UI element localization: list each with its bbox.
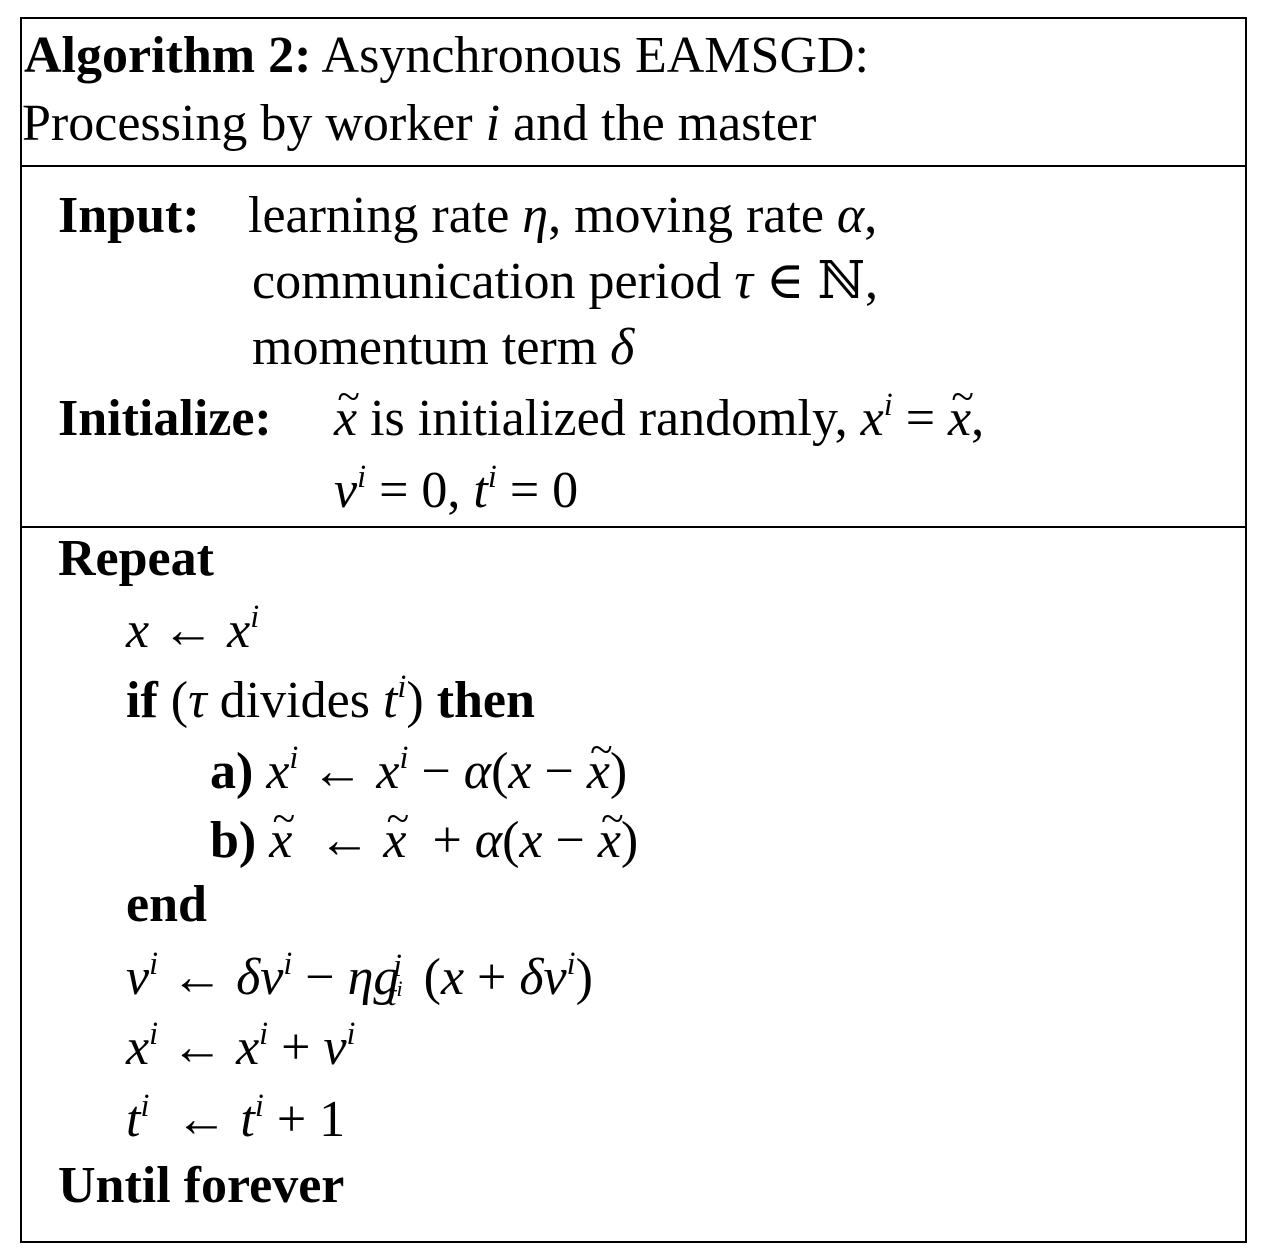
step-a-line: a) xi ← xi − α(x − x) — [210, 729, 627, 800]
divides-text: divides — [219, 672, 370, 729]
algorithm-title-line-2: Processing by worker i and the master — [22, 95, 817, 152]
input-learning-rate: learning rate η, moving rate α, — [248, 187, 878, 244]
input-label: Input: — [58, 187, 200, 244]
step-position-update: xi ← xi + vi — [126, 1015, 356, 1076]
title-divider — [20, 165, 1247, 167]
algorithm-label: Algorithm 2: — [24, 27, 312, 84]
if-condition-line: if (τ divides ti) then — [126, 668, 535, 729]
initialize-line-2: vi = 0, ti = 0 — [334, 458, 579, 519]
initialize-line-1: x is initialized randomly, xi = x, — [334, 376, 984, 445]
input-communication-period: communication period τ ∈ ℕ, — [252, 253, 878, 310]
until-forever: Until forever — [58, 1157, 345, 1214]
initialize-label-line: Initialize: — [58, 393, 272, 445]
repeat-keyword: Repeat — [58, 530, 214, 587]
end-keyword: end — [126, 876, 207, 933]
if-keyword: if — [126, 672, 158, 729]
step-a-label: a) — [210, 743, 254, 800]
header-divider — [20, 526, 1247, 528]
algorithm-box — [20, 17, 1247, 1243]
step-b-label: b) — [210, 812, 257, 869]
input-momentum-term: momentum term δ — [252, 319, 635, 376]
initialize-label: Initialize: — [58, 390, 272, 447]
step-velocity-update: vi ← δvi − ηgiti (x + δvi) — [126, 945, 593, 1013]
step-copy-local: x ← xi — [126, 598, 260, 659]
then-keyword: then — [436, 672, 535, 729]
step-clock-update: ti ← ti + 1 — [126, 1087, 346, 1148]
algorithm-title-line-1: Algorithm 2: Asynchronous EAMSGD: — [24, 30, 869, 82]
step-b-line: b) x ← x + α(x − x) — [210, 798, 638, 869]
input-line-1: Input: — [58, 190, 200, 242]
algorithm-name: Asynchronous EAMSGD: — [321, 27, 869, 84]
